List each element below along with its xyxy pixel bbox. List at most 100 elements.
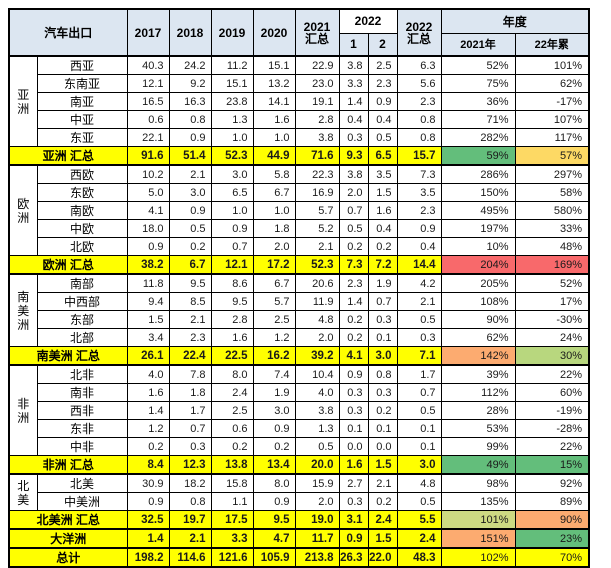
value-cell: 1.3	[210, 110, 254, 129]
summary-percent-cell: 102%	[440, 547, 516, 568]
percent-cell: 62%	[440, 328, 516, 347]
value-cell: 1.4	[126, 401, 170, 420]
value-cell: 0.8	[396, 110, 442, 129]
value-cell: 18.2	[168, 473, 212, 493]
data-row: 西非 1.4 1.7 2.5 3.0 3.8 0.3 0.2 0.5 28% -19%	[9, 401, 590, 420]
subregion-label: 北欧	[36, 237, 128, 256]
value-cell: 0.2	[338, 310, 369, 329]
subregion-label: 东部	[36, 310, 128, 329]
value-cell: 1.6	[126, 383, 170, 402]
summary-value-cell: 51.4	[168, 146, 212, 166]
value-cell: 0.7	[210, 237, 254, 256]
value-cell: 22.9	[294, 55, 340, 75]
value-cell: 2.8	[294, 110, 340, 129]
col-header-2022-total-label: 汇总	[406, 31, 431, 46]
percent-cell: 495%	[440, 201, 516, 220]
region-label: 南美洲	[8, 273, 38, 347]
value-cell: 4.8	[396, 473, 442, 493]
summary-percent-cell: 204%	[440, 255, 516, 275]
summary-value-cell: 52.3	[210, 146, 254, 166]
percent-cell: 107%	[514, 110, 590, 129]
col-header-month-2: 2	[367, 32, 398, 57]
value-cell: 5.0	[126, 183, 170, 202]
percent-cell: 101%	[514, 55, 590, 75]
col-header-2018: 2018	[168, 8, 212, 57]
col-header-2022-total: 2022 汇总	[396, 8, 442, 57]
percent-cell: 24%	[514, 328, 590, 347]
value-cell: 0.5	[396, 310, 442, 329]
value-cell: 0.4	[367, 110, 398, 129]
summary-value-cell: 7.2	[367, 255, 398, 275]
value-cell: 18.0	[126, 219, 170, 238]
value-cell: 7.4	[252, 364, 296, 384]
summary-value-cell: 52.3	[294, 255, 340, 275]
col-header-2020: 2020	[252, 8, 296, 57]
data-row: 非洲北非 4.0 7.8 8.0 7.4 10.4 0.9 0.8 1.7 39% 22%	[8, 364, 590, 456]
value-cell: 7.8	[168, 364, 212, 384]
value-cell: 14.1	[252, 92, 296, 111]
value-cell: 0.2	[367, 237, 398, 256]
value-cell: 2.4	[210, 383, 254, 402]
summary-percent-cell: 90%	[514, 510, 590, 530]
value-cell: 0.9	[252, 419, 296, 438]
value-cell: 2.0	[252, 237, 296, 256]
data-row: 中欧 18.0 0.5 0.9 1.8 5.2 0.5 0.4 0.9 197% 33%	[9, 219, 590, 238]
percent-cell: 62%	[514, 74, 590, 93]
value-cell: 1.9	[252, 383, 296, 402]
value-cell: 2.3	[168, 328, 212, 347]
value-cell: 23.0	[294, 74, 340, 93]
percent-cell: 75%	[440, 74, 516, 93]
value-cell: 1.3	[294, 419, 340, 438]
value-cell: 0.9	[210, 219, 254, 238]
subregion-label: 西欧	[36, 164, 128, 184]
summary-value-cell: 121.6	[210, 547, 254, 568]
percent-cell: 135%	[440, 492, 516, 511]
summary-value-cell: 26.1	[126, 346, 170, 366]
percent-cell: -28%	[514, 419, 590, 438]
summary-value-cell: 213.8	[294, 547, 340, 568]
summary-row-label: 大洋洲	[8, 528, 128, 549]
percent-cell: 117%	[514, 128, 590, 147]
value-cell: 8.0	[252, 473, 296, 493]
summary-row: 欧洲 汇总 38.2 6.7 12.1 17.2 52.3 7.3 7.2 14.4 204% 16…	[8, 255, 590, 275]
summary-value-cell: 9.3	[338, 146, 369, 166]
percent-cell: 71%	[440, 110, 516, 129]
percent-cell: 90%	[440, 310, 516, 329]
col-header-annual-22cum: 22年累	[514, 32, 590, 57]
value-cell: 10.4	[294, 364, 340, 384]
summary-value-cell: 19.0	[294, 510, 340, 530]
value-cell: 11.9	[294, 292, 340, 311]
value-cell: 1.7	[396, 364, 442, 384]
data-row: 南非 1.6 1.8 2.4 1.9 4.0 0.3 0.3 0.7 112% 60%	[9, 383, 590, 402]
summary-value-cell: 39.2	[294, 346, 340, 366]
value-cell: 2.0	[338, 183, 369, 202]
summary-value-cell: 12.3	[168, 455, 212, 475]
value-cell: 2.1	[367, 473, 398, 493]
value-cell: 5.7	[252, 292, 296, 311]
region-label: 亚洲	[8, 55, 38, 147]
data-row: 欧洲西欧 10.2 2.1 3.0 5.8 22.3 3.8 3.5 7.3 286% 297%	[8, 164, 590, 256]
value-cell: 0.5	[396, 492, 442, 511]
subregion-label: 中西部	[36, 292, 128, 311]
col-header-2019: 2019	[210, 8, 254, 57]
summary-percent-cell: 70%	[514, 547, 590, 568]
summary-value-cell: 4.7	[252, 528, 296, 549]
summary-value-cell: 13.8	[210, 455, 254, 475]
subregion-label: 中非	[36, 437, 128, 456]
value-cell: 2.8	[210, 310, 254, 329]
value-cell: 9.5	[210, 292, 254, 311]
value-cell: 2.1	[168, 310, 212, 329]
summary-value-cell: 9.5	[252, 510, 296, 530]
summary-value-cell: 2.1	[168, 528, 212, 549]
value-cell: 1.6	[367, 201, 398, 220]
summary-value-cell: 32.5	[126, 510, 170, 530]
value-cell: 2.7	[338, 473, 369, 493]
value-cell: 0.0	[338, 437, 369, 456]
summary-value-cell: 71.6	[294, 146, 340, 166]
summary-value-cell: 3.1	[338, 510, 369, 530]
value-cell: 0.9	[252, 492, 296, 511]
percent-cell: 60%	[514, 383, 590, 402]
percent-cell: 197%	[440, 219, 516, 238]
summary-row-label: 总计	[8, 547, 128, 568]
value-cell: 0.3	[338, 128, 369, 147]
